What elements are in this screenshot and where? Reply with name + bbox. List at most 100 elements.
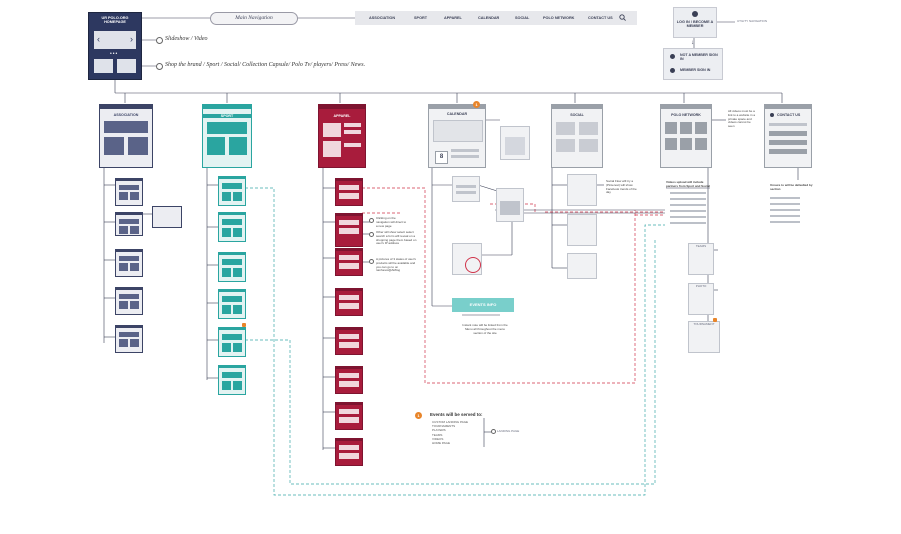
apparel-subpage[interactable] bbox=[335, 402, 363, 430]
not-member-sign-in[interactable]: NOT A MEMBER SIGN IN bbox=[680, 53, 718, 62]
calendar-landing[interactable] bbox=[496, 188, 524, 222]
subpage-block bbox=[130, 263, 139, 271]
contact-us-card[interactable]: CONTACT US bbox=[764, 104, 812, 168]
sport-card[interactable]: SPORT bbox=[202, 104, 252, 168]
social-page-2[interactable] bbox=[567, 214, 597, 246]
subpage-block bbox=[233, 381, 242, 390]
contact-list-item[interactable] bbox=[770, 221, 800, 223]
subpage-block bbox=[339, 417, 359, 423]
homepage-slideshow[interactable]: ‹ › bbox=[94, 31, 136, 49]
subpage-block bbox=[233, 228, 242, 237]
subpage-header bbox=[116, 213, 142, 215]
sport-subpage[interactable] bbox=[218, 252, 246, 282]
subpage-block bbox=[339, 303, 359, 309]
nav-item-polo-network[interactable]: POLO NETWORK bbox=[543, 16, 575, 20]
polo-network-list-title: Videos upload will include partners from… bbox=[666, 180, 711, 188]
polo-tile-photo[interactable]: PHOTO bbox=[688, 283, 714, 315]
polo-tile-teams[interactable]: TEAMS bbox=[688, 243, 714, 275]
social-card[interactable]: SOCIAL bbox=[551, 104, 603, 168]
polo-network-card[interactable]: POLO NETWORK bbox=[660, 104, 712, 168]
subpage-header bbox=[336, 289, 362, 291]
apparel-subpage[interactable] bbox=[335, 178, 363, 206]
chevron-left-icon[interactable]: ‹ bbox=[97, 34, 100, 44]
subpage-header bbox=[219, 328, 245, 330]
polo-tile-tournament[interactable]: TOURNAMENT bbox=[688, 321, 720, 353]
apparel-subpage[interactable] bbox=[335, 366, 363, 394]
sport-subpage[interactable] bbox=[218, 327, 246, 357]
subpage-block bbox=[233, 305, 242, 314]
subpage-block bbox=[130, 339, 139, 347]
sport-subpage[interactable] bbox=[218, 176, 246, 206]
contact-list-item[interactable] bbox=[770, 209, 800, 211]
lock-icon bbox=[242, 323, 246, 327]
apparel-subpage[interactable] bbox=[335, 288, 363, 316]
association-subpage[interactable] bbox=[115, 287, 143, 315]
association-subpage[interactable] bbox=[115, 249, 143, 277]
subpage-block bbox=[339, 342, 359, 348]
polo-list-item[interactable] bbox=[670, 216, 706, 218]
subpage-block bbox=[119, 185, 139, 190]
contact-list-item[interactable] bbox=[770, 215, 800, 217]
homepage-tile-right[interactable] bbox=[117, 59, 136, 73]
apparel-note-3: A pictures of 3 states of user's product… bbox=[376, 257, 416, 273]
association-subpage[interactable] bbox=[115, 212, 143, 236]
association-detail-page[interactable] bbox=[152, 206, 182, 228]
search-icon[interactable] bbox=[619, 14, 626, 21]
chevron-right-icon[interactable]: › bbox=[130, 34, 133, 44]
apparel-subpage[interactable] bbox=[335, 327, 363, 355]
sport-subpage[interactable] bbox=[218, 212, 246, 242]
subpage-block bbox=[222, 268, 231, 277]
association-card[interactable]: ASSOCIATION bbox=[99, 104, 153, 168]
homepage-tile-left[interactable] bbox=[94, 59, 113, 73]
apparel-subpage[interactable] bbox=[335, 213, 363, 247]
nav-item-calendar[interactable]: CALENDAR bbox=[478, 16, 500, 20]
login-label: LOG IN / BECOME A MEMBER bbox=[676, 20, 714, 29]
nav-item-social[interactable]: SOCIAL bbox=[515, 16, 530, 20]
polo-list-item[interactable] bbox=[670, 198, 706, 200]
calendar-event-list[interactable] bbox=[452, 176, 480, 202]
subpage-block bbox=[339, 255, 359, 260]
contact-list-item[interactable] bbox=[770, 197, 800, 199]
nav-item-contact-us[interactable]: CONTACT US bbox=[588, 16, 613, 20]
homepage-card[interactable]: UR POLO.ORG HOMEPAGE ‹ › ••• bbox=[88, 12, 142, 80]
calendar-card[interactable]: CALENDAR 8 bbox=[428, 104, 486, 168]
apparel-note-2: Other will show select select search a f… bbox=[376, 230, 417, 246]
social-page-3[interactable] bbox=[567, 253, 597, 279]
nav-item-sport[interactable]: SPORT bbox=[414, 16, 428, 20]
member-sign-in[interactable]: MEMBER SIGN IN bbox=[680, 68, 711, 72]
legend-item: PLAYERS bbox=[432, 428, 446, 433]
social-page-1[interactable] bbox=[567, 174, 597, 206]
sport-subpage[interactable] bbox=[218, 289, 246, 319]
nav-item-apparel[interactable]: APPAREL bbox=[444, 16, 462, 20]
association-subpage[interactable] bbox=[115, 178, 143, 206]
legend-item: VIDEOS bbox=[432, 436, 444, 441]
events-info-button[interactable]: EVENTS INFO bbox=[452, 298, 514, 312]
arrow-down-icon: ↓ bbox=[691, 40, 694, 46]
lock-icon bbox=[713, 318, 717, 322]
subpage-block bbox=[119, 226, 128, 234]
subpage-block bbox=[339, 228, 359, 234]
association-subpage[interactable] bbox=[115, 325, 143, 353]
homepage-title: UR POLO.ORG HOMEPAGE bbox=[101, 16, 129, 25]
login-card[interactable]: LOG IN / BECOME A MEMBER bbox=[673, 7, 717, 38]
apparel-card[interactable]: APPAREL bbox=[318, 104, 366, 168]
polo-list-item[interactable] bbox=[670, 192, 706, 194]
nav-item-association[interactable]: ASSOCIATION bbox=[369, 16, 396, 20]
polo-list-item[interactable] bbox=[670, 204, 706, 206]
legend-item: TEAMS bbox=[432, 432, 443, 437]
polo-network-note: All videos must be a link to a website i… bbox=[728, 109, 756, 129]
subpage-block bbox=[339, 409, 359, 414]
calendar-popup[interactable] bbox=[500, 126, 530, 160]
polo-list-item[interactable] bbox=[670, 210, 706, 212]
sport-subpage[interactable] bbox=[218, 365, 246, 395]
subpage-block bbox=[119, 294, 139, 299]
apparel-subpage[interactable] bbox=[335, 248, 363, 276]
legend-title: Events will be served to: bbox=[430, 412, 483, 417]
polo-list-item[interactable] bbox=[670, 222, 706, 224]
subpage-block bbox=[339, 220, 359, 225]
member-card[interactable]: NOT A MEMBER SIGN IN MEMBER SIGN IN bbox=[663, 48, 723, 80]
apparel-subpage[interactable] bbox=[335, 438, 363, 466]
social-title: SOCIAL bbox=[570, 113, 584, 117]
subpage-block bbox=[233, 268, 242, 277]
contact-list-item[interactable] bbox=[770, 203, 800, 205]
